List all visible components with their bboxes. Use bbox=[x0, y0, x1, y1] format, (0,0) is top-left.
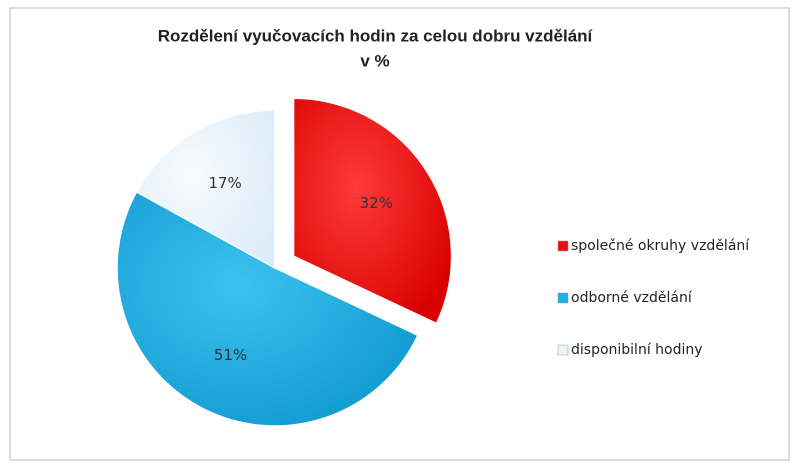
chart-title: Rozdělení vyučovacích hodin za celou dob… bbox=[158, 26, 594, 45]
data-label: 32% bbox=[360, 194, 393, 212]
data-label: 17% bbox=[208, 174, 241, 192]
legend-swatch bbox=[557, 292, 569, 304]
pie-slice bbox=[116, 190, 419, 427]
legend-label: odborné vzdělání bbox=[571, 290, 693, 306]
pie-slice bbox=[292, 97, 453, 325]
legend-label: disponibilní hodiny bbox=[571, 342, 703, 358]
pie-slice bbox=[135, 109, 276, 270]
legend-swatch bbox=[557, 240, 569, 252]
data-label: 51% bbox=[214, 346, 247, 364]
legend-swatch bbox=[557, 344, 569, 356]
chart-subtitle: v % bbox=[360, 51, 389, 70]
legend-label: společné okruhy vzdělání bbox=[571, 238, 750, 254]
